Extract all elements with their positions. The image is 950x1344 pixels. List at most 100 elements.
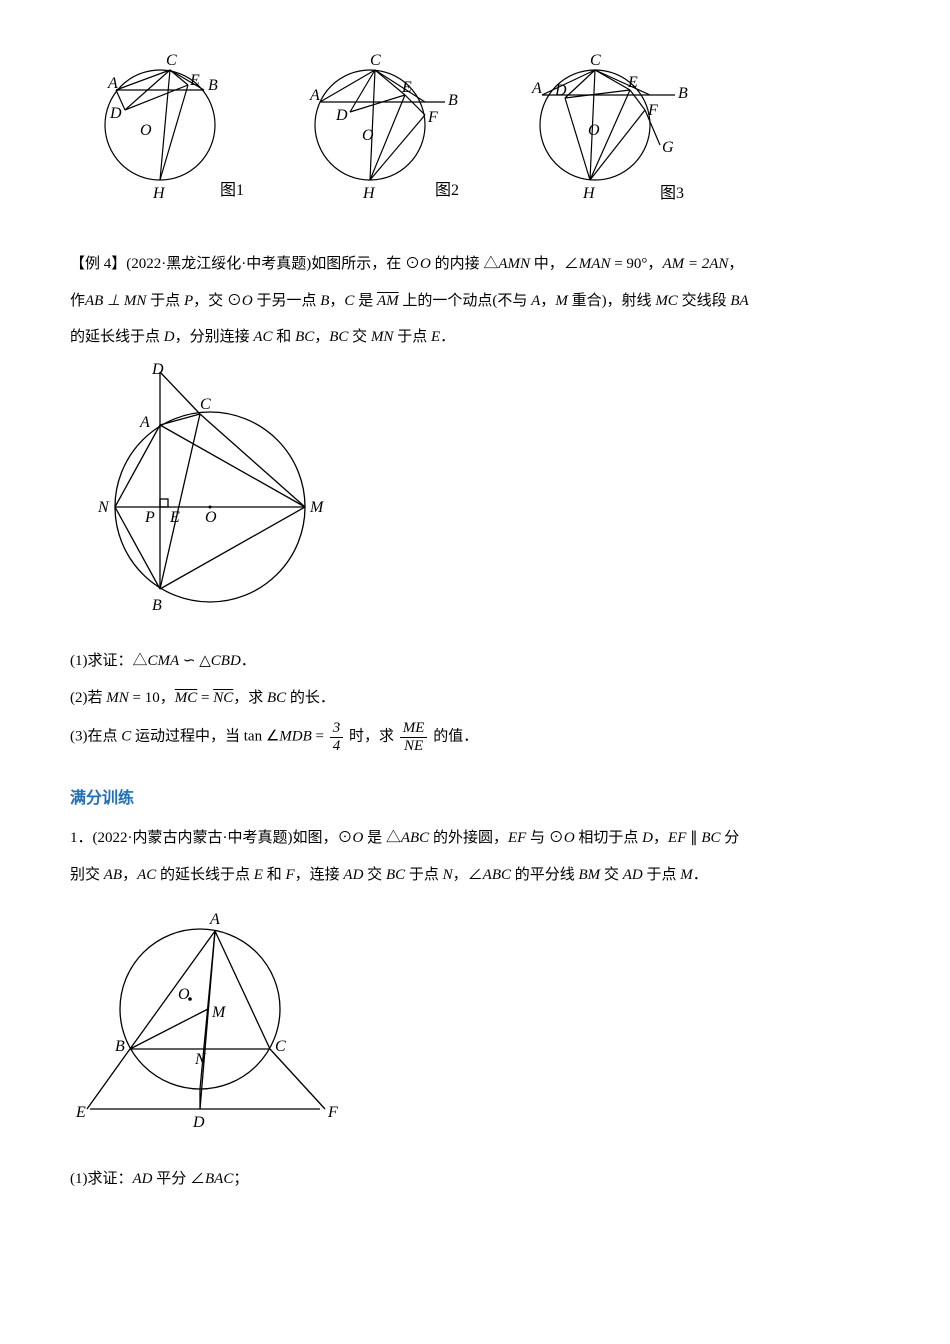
t: 别交	[70, 867, 104, 883]
t: 相切于点	[575, 830, 643, 846]
t: NE	[400, 738, 428, 755]
t: =	[197, 690, 213, 706]
svg-text:M: M	[211, 1004, 227, 1021]
t: BC	[295, 329, 314, 345]
example-4-line-1: 【例 4】(2022·黑龙江绥化·中考真题)如图所示，在 ⊙O 的内接 △AMN…	[70, 250, 880, 279]
t: = 10，	[129, 690, 175, 706]
svg-text:E: E	[189, 72, 200, 89]
svg-text:H: H	[362, 185, 376, 202]
t: 4	[330, 738, 344, 755]
t: ，求	[233, 690, 267, 706]
t: ∽ △	[179, 653, 211, 669]
svg-text:E: E	[627, 74, 638, 91]
t: P	[184, 293, 193, 309]
t: BC	[386, 867, 405, 883]
t: MN	[371, 329, 394, 345]
svg-text:D: D	[109, 105, 122, 122]
t: 交	[600, 867, 623, 883]
t: N	[443, 867, 453, 883]
t: ∥	[686, 830, 701, 846]
t: =	[312, 728, 328, 744]
t: MC	[175, 690, 198, 706]
t: 的平分线	[511, 867, 579, 883]
figure-2-label: 图2	[435, 182, 459, 199]
svg-text:C: C	[200, 396, 211, 413]
svg-text:O: O	[178, 986, 190, 1003]
svg-text:N: N	[194, 1051, 207, 1068]
t: AC	[137, 867, 156, 883]
svg-text:B: B	[152, 597, 162, 614]
t: (2022·黑龙江绥化·中考真题)如图所示，在 ⊙	[126, 256, 420, 272]
example-4-prefix: 【例 4】	[70, 256, 126, 272]
t: (2)若	[70, 690, 106, 706]
svg-text:M: M	[309, 499, 325, 516]
t: EF	[508, 830, 526, 846]
svg-text:O: O	[362, 127, 374, 144]
svg-text:O: O	[140, 122, 152, 139]
t: ，	[540, 293, 555, 309]
t: 时，求	[345, 728, 398, 744]
t: 与 ⊙	[526, 830, 564, 846]
t: 于点	[393, 329, 431, 345]
t: ．	[241, 653, 256, 669]
t: ，交 ⊙	[193, 293, 242, 309]
svg-text:C: C	[166, 52, 177, 69]
t: EF	[668, 830, 686, 846]
t: ，	[314, 329, 329, 345]
svg-text:F: F	[647, 102, 658, 119]
t: (2022·内蒙古内蒙古·中考真题)如图，⊙	[93, 830, 353, 846]
t: F	[285, 867, 294, 883]
t: MDB	[279, 728, 312, 744]
svg-text:C: C	[275, 1038, 286, 1055]
svg-text:H: H	[582, 185, 596, 202]
t: 作	[70, 293, 85, 309]
figure-3: A B C D E F G O H 图3	[500, 40, 710, 210]
t: 运动过程中，当 tan ∠	[131, 728, 279, 744]
svg-text:D: D	[151, 362, 164, 378]
t: ，	[653, 830, 668, 846]
svg-text:P: P	[144, 509, 155, 526]
t: ME	[400, 720, 428, 738]
t: BM	[579, 867, 601, 883]
svg-text:B: B	[115, 1038, 125, 1055]
t: BAC	[205, 1171, 233, 1187]
t: ，∠	[453, 867, 483, 883]
t: 3	[330, 720, 344, 738]
example-4-line-3: 的延长线于点 D，分别连接 AC 和 BC，BC 交 MN 于点 E．	[70, 323, 880, 352]
t: 于点	[405, 867, 443, 883]
svg-text:O: O	[205, 509, 217, 526]
t: 的长．	[286, 690, 335, 706]
svg-text:E: E	[401, 79, 412, 96]
t: 和	[273, 329, 296, 345]
t: 重合)，射线	[568, 293, 656, 309]
svg-text:B: B	[448, 92, 458, 109]
example-4-q1: (1)求证：△CMA ∽ △CBD．	[70, 647, 880, 676]
svg-text:A: A	[139, 414, 150, 431]
figure-2: A B C D E F O H 图2	[280, 40, 480, 210]
t: = 90°，	[610, 256, 662, 272]
svg-text:A: A	[107, 75, 118, 92]
svg-text:C: C	[370, 52, 381, 69]
figure-3-label: 图3	[660, 185, 684, 202]
svg-text:E: E	[169, 509, 180, 526]
t: (3)在点	[70, 728, 121, 744]
svg-text:H: H	[152, 185, 166, 202]
t: 的延长线于点	[70, 329, 164, 345]
t: AB ⊥ MN	[85, 293, 146, 309]
t: 是 △	[363, 830, 401, 846]
figure-1-label: 图1	[220, 182, 244, 199]
svg-text:B: B	[208, 77, 218, 94]
top-figure-row: A B C D E O H 图1 A B C D E F O H 图2	[80, 40, 880, 210]
svg-text:D: D	[335, 107, 348, 124]
t: (1)求证：△	[70, 653, 148, 669]
problem-1-figure: A O M B N C E D F	[70, 899, 880, 1150]
t: AD	[343, 867, 363, 883]
t: ，	[122, 867, 137, 883]
t: CMA	[148, 653, 180, 669]
svg-text:F: F	[327, 1104, 338, 1121]
t: AM = 2AN	[662, 256, 728, 272]
t: 是	[354, 293, 377, 309]
t: AC	[253, 329, 272, 345]
svg-text:C: C	[590, 52, 601, 69]
t: 和	[263, 867, 286, 883]
